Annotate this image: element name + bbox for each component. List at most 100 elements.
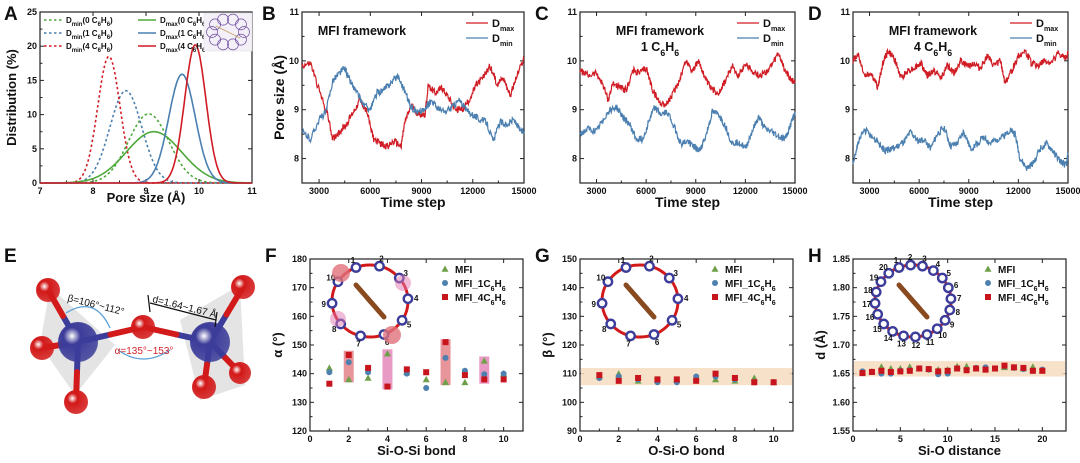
y-tick-label: 10	[567, 56, 577, 66]
series-line-dmax	[301, 55, 525, 151]
series-line-dmax-4-c6h6-	[40, 44, 252, 184]
highlight-box	[479, 356, 490, 384]
highlight-blob	[395, 275, 411, 291]
y-tick-label: 11	[289, 7, 299, 17]
data-point-square	[916, 365, 923, 372]
series-line-dmin-1-c6h6-	[40, 89, 252, 184]
y-tick-label: 1.75	[832, 311, 850, 321]
panel-label-a: A	[4, 4, 18, 25]
data-point-square	[403, 366, 410, 373]
ring-si-atom	[939, 314, 951, 326]
x-axis-label: Si-O distance	[918, 443, 1001, 458]
ring-si-atom	[396, 314, 408, 326]
ring-si-atom	[869, 297, 881, 309]
legend: Dmin(0 C6H6)Dmin(1 C6H6)Dmin(4 C6H6) Dmax…	[44, 16, 208, 54]
data-point-square	[973, 365, 980, 372]
panel-label-f: F	[265, 246, 277, 267]
y-tick-label: 1.55	[832, 426, 850, 436]
y-axis-label: β (°)	[540, 332, 555, 357]
beta-arc	[65, 306, 111, 329]
ring-si-atom	[921, 329, 933, 340]
x-tick-label: 3000	[860, 186, 880, 196]
ring-si-atom	[898, 330, 909, 342]
ring-si-atom	[893, 262, 905, 273]
panel-label-g: G	[535, 246, 550, 267]
data-point-square	[954, 365, 961, 372]
x-axis-label: Pore size (Å)	[107, 190, 186, 205]
data-point-square	[596, 372, 603, 379]
data-point-square	[442, 339, 449, 346]
legend-marker	[985, 294, 991, 300]
data-point-square	[326, 380, 333, 387]
highlight-box	[440, 339, 451, 386]
panel-h: 0 5 10 15 201.551.601.651.701.751.801.85Si-O…	[813, 253, 1067, 458]
data-point-square	[384, 383, 391, 390]
ring-si-atom	[625, 330, 636, 342]
x-tick-label: 8	[462, 434, 467, 444]
oxygen-atom	[229, 362, 251, 384]
legend-label: MFI_4C6H6	[725, 293, 776, 307]
ring-label: 4	[936, 260, 941, 269]
legend-label-dmax: Dmax	[492, 18, 514, 33]
panel-label-d: D	[808, 4, 822, 25]
data-point-square	[770, 379, 777, 386]
ring-si-atom	[909, 331, 921, 343]
data-point-square	[906, 367, 913, 374]
y-tick-label: 9	[572, 105, 577, 115]
plot-frame	[301, 11, 525, 184]
x-axis-label: O-Si-O bond	[648, 443, 725, 458]
legend-marker	[985, 280, 991, 286]
data-point-triangle	[345, 375, 353, 383]
ring-si-atom	[402, 293, 414, 305]
y-tick-label: 8	[294, 154, 299, 164]
legend-marker	[712, 280, 718, 286]
panel-label-h: H	[808, 246, 822, 267]
data-point-square	[963, 367, 970, 374]
inset-ring	[238, 26, 250, 38]
x-tick-label: 15000	[1055, 186, 1080, 196]
ring-label: 6	[954, 281, 959, 290]
x-tick-label: 15000	[782, 186, 807, 196]
x-tick-label: 7	[37, 186, 42, 196]
y-tick-label: 8	[845, 154, 850, 164]
y-axis-label: α (°)	[270, 332, 285, 357]
data-point-square	[654, 376, 661, 383]
series-line-dmin	[852, 125, 1069, 171]
ring-si-atom	[936, 272, 948, 284]
panel-b: 3000 6000 9000 12000 15000 8 9 10 11 Time step Por…	[271, 7, 537, 210]
y-tick-label: 100	[562, 397, 577, 407]
x-tick-label: 2	[346, 434, 351, 444]
ring-label: 5	[407, 321, 412, 330]
inset-line	[215, 25, 241, 39]
silicon-atom	[58, 322, 98, 362]
x-axis-label: Si-O-Si bond	[377, 443, 456, 458]
ring-si-atom	[355, 330, 366, 342]
data-point-square	[887, 368, 894, 375]
legend-label: MFI_1C6H6	[725, 279, 776, 293]
data-point-circle	[442, 354, 449, 361]
ring-label: 8	[602, 325, 607, 334]
y-tick-label: 140	[292, 369, 307, 379]
ring-si-atom	[875, 276, 887, 288]
x-tick-label: 11	[247, 186, 257, 196]
ring-label: 8	[956, 308, 961, 317]
benzene-molecule	[623, 282, 657, 320]
distance-tick	[147, 294, 151, 313]
panel-a: 7 8 9 10 11 0 5 10 15 20 25 Pore size (Å) Distributi…	[4, 7, 257, 205]
x-tick-label: 0	[850, 434, 855, 444]
x-tick-label: 4	[385, 434, 390, 444]
ring-label: 8	[332, 325, 337, 334]
silicon-atom	[190, 322, 230, 362]
inset-ring	[206, 26, 218, 38]
panel-d: 3000 6000 9000 12000 15000 8 9 10 11 Time step MFI…	[840, 7, 1080, 210]
series-line-dmax	[852, 47, 1069, 90]
legend-label: MFI_1C6H6	[455, 279, 506, 293]
x-tick-label: 9	[143, 186, 148, 196]
x-tick-label: 0	[577, 434, 582, 444]
ring-si-atom	[605, 318, 617, 330]
legend-marker	[984, 265, 992, 272]
ring-label: 10	[938, 331, 947, 340]
panel-e: β=106°~112° d=1.64~1.67 Åα=135°~153°	[30, 275, 255, 414]
